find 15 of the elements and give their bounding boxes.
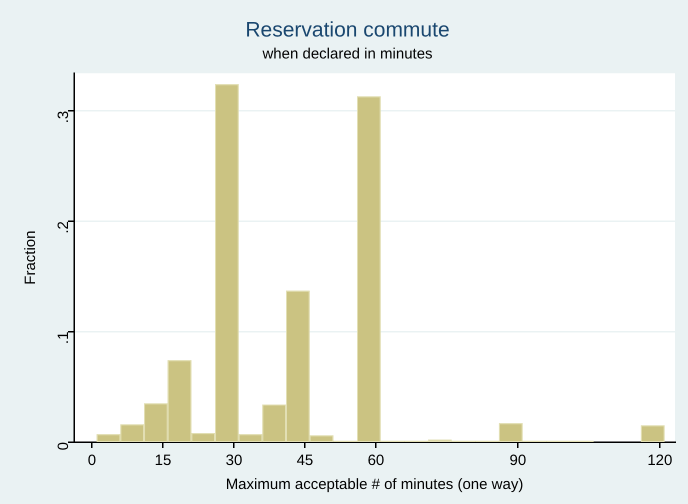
y-tick-label: 0 (55, 442, 72, 450)
y-tick-label: .1 (55, 332, 72, 344)
y-axis-title: Fraction (22, 230, 40, 285)
x-tick-label: 120 (647, 452, 672, 470)
x-tick-label: 15 (154, 452, 172, 470)
x-tick-label: 30 (226, 452, 242, 470)
x-tick-label: 0 (88, 452, 96, 470)
y-tick-label: .3 (55, 110, 72, 124)
y-tick-label: .2 (55, 221, 72, 234)
chart-subtitle: when declared in minutes (261, 45, 433, 62)
x-tick-label: 60 (368, 452, 384, 470)
x-axis-title: Maximum acceptable # of minutes (one way) (226, 476, 524, 494)
chart-title: Reservation commute (245, 18, 450, 42)
x-tick-label: 45 (296, 452, 314, 470)
x-tick-label: 90 (510, 452, 526, 470)
